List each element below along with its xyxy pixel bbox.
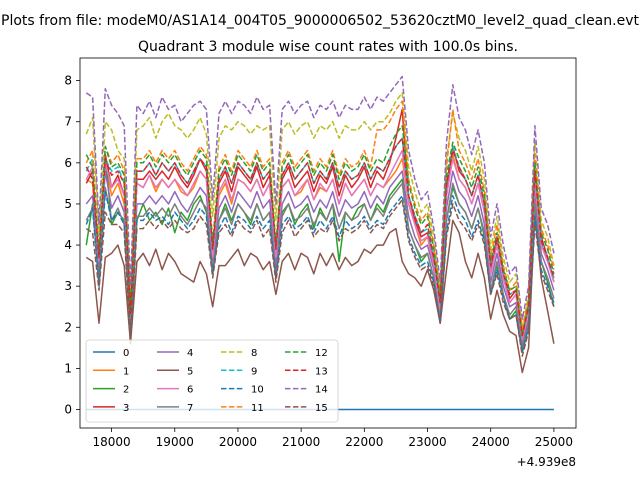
y-tick-label: 2: [64, 320, 72, 334]
series-line-5: [85, 211, 555, 374]
legend-label-13: 13: [315, 366, 328, 377]
series-line-12: [85, 125, 555, 337]
legend-label-2: 2: [123, 385, 129, 396]
x-axis-offset-label: +4.939e8: [517, 455, 576, 469]
x-tick-label: 20000: [219, 435, 257, 449]
x-axis: 18000 19000 20000 21000 22000 23000 24000 25000: [92, 428, 573, 449]
legend-label-15: 15: [315, 403, 328, 414]
series-line-9: [85, 137, 555, 337]
series-layer: [85, 75, 555, 411]
legend-label-11: 11: [251, 403, 264, 414]
series-line-4: [85, 170, 555, 345]
series-line-10: [85, 190, 555, 353]
series-line-11: [85, 100, 555, 333]
legend-box: [85, 339, 339, 423]
y-tick-label: 1: [64, 361, 72, 375]
legend-label-10: 10: [251, 385, 264, 396]
chart-title: Quadrant 3 module wise count rates with …: [138, 39, 518, 55]
x-tick-label: 22000: [345, 435, 383, 449]
legend-label-1: 1: [123, 366, 129, 377]
legend-label-14: 14: [315, 385, 328, 396]
series-line-15: [85, 199, 555, 357]
legend-label-7: 7: [187, 403, 193, 414]
y-tick-label: 7: [64, 115, 72, 129]
legend-label-0: 0: [123, 348, 129, 359]
y-tick-label: 0: [64, 403, 72, 417]
y-tick-label: 5: [64, 197, 72, 211]
axes-frame: [79, 57, 577, 429]
x-tick-label: 21000: [282, 435, 320, 449]
legend-label-4: 4: [187, 348, 193, 359]
legend-label-12: 12: [315, 348, 328, 359]
legend-label-9: 9: [251, 366, 257, 377]
y-axis: 0 1 2 3 4 5 6 7 8: [64, 74, 80, 417]
y-tick-label: 6: [64, 156, 72, 170]
legend-label-5: 5: [187, 366, 193, 377]
legend-label-6: 6: [187, 385, 193, 396]
y-tick-label: 3: [64, 279, 72, 293]
y-tick-label: 8: [64, 74, 72, 88]
series-line-13: [85, 137, 555, 337]
x-tick-label: 24000: [472, 435, 510, 449]
series-line-7: [85, 182, 555, 349]
x-tick-label: 23000: [408, 435, 446, 449]
series-line-6: [85, 149, 555, 341]
series-line-14: [85, 75, 555, 320]
figure-suptitle: Plots from file: modeM0/AS1A14_004T05_90…: [1, 13, 639, 29]
x-tick-label: 25000: [535, 435, 573, 449]
legend-label-8: 8: [251, 348, 257, 359]
x-tick-label: 19000: [156, 435, 194, 449]
y-tick-label: 4: [64, 238, 72, 252]
x-tick-label: 18000: [92, 435, 130, 449]
series-line-8: [85, 92, 555, 329]
legend-label-3: 3: [123, 403, 129, 414]
